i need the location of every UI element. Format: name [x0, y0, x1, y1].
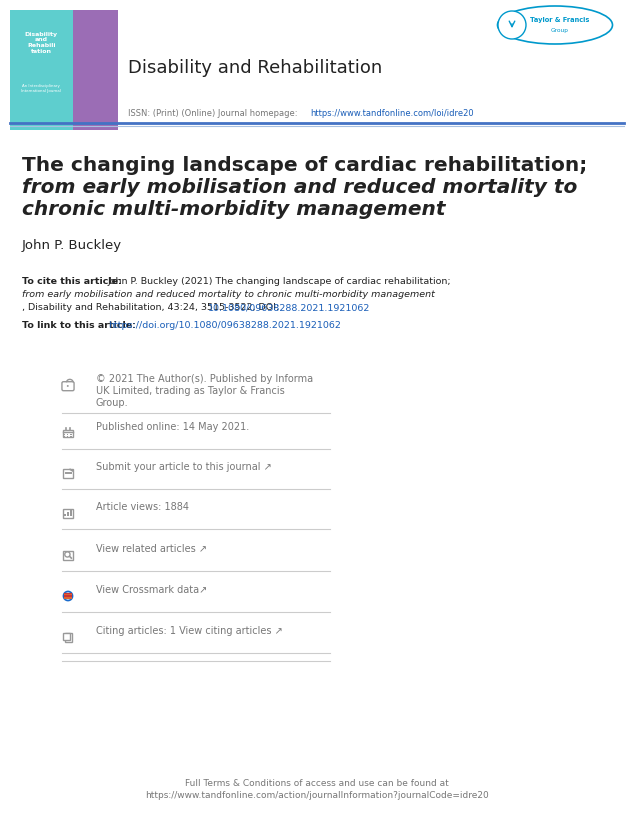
Text: Submit your article to this journal ↗: Submit your article to this journal ↗ [96, 462, 272, 472]
Text: The changing landscape of cardiac rehabilitation;: The changing landscape of cardiac rehabi… [22, 156, 587, 174]
Circle shape [63, 591, 72, 601]
FancyBboxPatch shape [70, 434, 72, 435]
Text: https://doi.org/10.1080/09638288.2021.1921062: https://doi.org/10.1080/09638288.2021.19… [108, 321, 341, 330]
Text: ISSN: (Print) (Online) Journal homepage:: ISSN: (Print) (Online) Journal homepage: [128, 108, 300, 117]
FancyBboxPatch shape [67, 436, 68, 437]
Text: https://www.tandfonline.com/action/journalInformation?journalCode=idre20: https://www.tandfonline.com/action/journ… [145, 791, 489, 801]
Text: Group: Group [551, 27, 569, 32]
Text: View Crossmark data↗: View Crossmark data↗ [96, 585, 207, 595]
Circle shape [67, 385, 68, 387]
Text: , Disability and Rehabilitation, 43:24, 3515-3522, DOI:: , Disability and Rehabilitation, 43:24, … [22, 303, 282, 312]
Text: Group.: Group. [96, 398, 129, 408]
FancyBboxPatch shape [65, 633, 72, 641]
Text: Citing articles: 1 View citing articles ↗: Citing articles: 1 View citing articles … [96, 626, 283, 636]
FancyBboxPatch shape [63, 633, 70, 641]
Text: UK Limited, trading as Taylor & Francis: UK Limited, trading as Taylor & Francis [96, 386, 285, 396]
FancyBboxPatch shape [67, 434, 68, 435]
Text: https://www.tandfonline.com/loi/idre20: https://www.tandfonline.com/loi/idre20 [310, 108, 474, 117]
Text: Article views: 1884: Article views: 1884 [96, 502, 189, 512]
Text: from early mobilisation and reduced mortality to: from early mobilisation and reduced mort… [22, 177, 578, 197]
FancyBboxPatch shape [64, 514, 66, 516]
FancyBboxPatch shape [70, 510, 72, 516]
Circle shape [498, 11, 526, 39]
FancyBboxPatch shape [63, 434, 65, 435]
Text: To link to this article:: To link to this article: [22, 321, 139, 330]
FancyBboxPatch shape [63, 436, 65, 437]
Ellipse shape [498, 6, 612, 44]
Text: 10.1080/09638288.2021.1921062: 10.1080/09638288.2021.1921062 [208, 303, 370, 312]
FancyBboxPatch shape [70, 436, 72, 437]
Text: © 2021 The Author(s). Published by Informa: © 2021 The Author(s). Published by Infor… [96, 374, 313, 384]
Text: View related articles ↗: View related articles ↗ [96, 544, 207, 554]
FancyBboxPatch shape [73, 10, 118, 130]
Text: Taylor & Francis: Taylor & Francis [530, 17, 590, 23]
FancyBboxPatch shape [67, 511, 69, 516]
Text: John P. Buckley (2021) The changing landscape of cardiac rehabilitation;: John P. Buckley (2021) The changing land… [108, 277, 455, 286]
Text: chronic multi-morbidity management: chronic multi-morbidity management [22, 199, 446, 218]
Text: Disability and Rehabilitation: Disability and Rehabilitation [128, 59, 382, 77]
Text: Published online: 14 May 2021.: Published online: 14 May 2021. [96, 422, 249, 432]
Text: from early mobilisation and reduced mortality to chronic multi-morbidity managem: from early mobilisation and reduced mort… [22, 290, 435, 299]
Text: Disability
and
Rehabili
tation: Disability and Rehabili tation [25, 32, 58, 54]
Text: John P. Buckley: John P. Buckley [22, 238, 122, 252]
Text: An Interdisciplinary
International Journal: An Interdisciplinary International Journ… [22, 84, 61, 92]
Text: To cite this article:: To cite this article: [22, 277, 125, 286]
FancyBboxPatch shape [10, 10, 73, 130]
Text: Full Terms & Conditions of access and use can be found at: Full Terms & Conditions of access and us… [185, 779, 449, 787]
